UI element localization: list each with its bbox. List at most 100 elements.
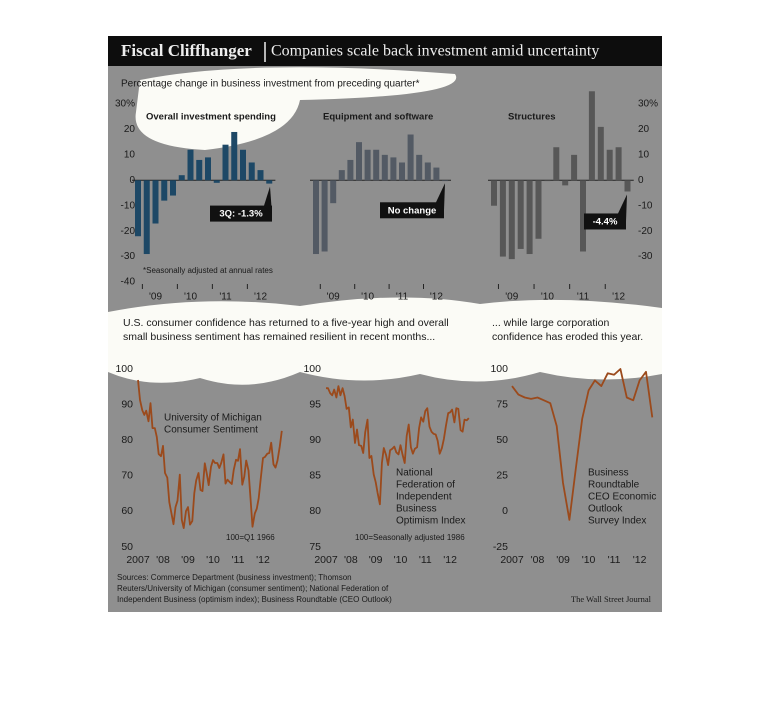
bar (615, 147, 622, 181)
y-tick-label: -30 (121, 251, 136, 262)
annotation-box (380, 202, 444, 219)
intro-left: small business sentiment has remained re… (123, 331, 435, 343)
x-tick-label: '12 (633, 554, 647, 566)
y-tick-label: -30 (638, 251, 653, 262)
y-tick-label: 80 (121, 434, 133, 446)
annotation-pointer (436, 183, 445, 211)
annotation-box (584, 213, 626, 230)
bar (562, 180, 569, 186)
bar (491, 180, 497, 206)
annotation-pointer (618, 194, 627, 222)
top-note: Percentage change in business investment… (121, 79, 420, 90)
y-tick-label: 100 (115, 363, 133, 375)
y-tick-label: 90 (121, 398, 133, 410)
x-tick-label: 2007 (126, 554, 150, 566)
x-tick-label: '10 (541, 292, 554, 303)
series-label: Optimism Index (396, 516, 465, 527)
x-tick-label: '11 (577, 292, 590, 303)
y-tick-label: -10 (121, 200, 136, 211)
series-label: Federation of (396, 480, 455, 491)
x-tick-label: '11 (396, 292, 409, 303)
y-tick-label: 85 (309, 470, 321, 482)
intro-left: U.S. consumer confidence has returned to… (123, 317, 449, 329)
y-tick-label: 0 (129, 175, 135, 186)
bar (606, 149, 613, 181)
x-tick-label: '08 (344, 554, 358, 566)
y-tick-label: 10 (124, 149, 136, 160)
chart-title: Structures (508, 112, 556, 123)
x-tick-label: '10 (184, 292, 197, 303)
bar (178, 175, 185, 181)
y-tick-label: 95 (309, 398, 321, 410)
sources: Reuters/University of Michigan (consumer… (117, 584, 389, 593)
bar (356, 142, 362, 181)
series-label: Consumer Sentiment (164, 425, 258, 436)
x-tick-label: '08 (156, 554, 170, 566)
bar (313, 180, 319, 255)
bar (416, 154, 423, 181)
x-tick-label: '12 (256, 554, 270, 566)
bar (580, 180, 586, 252)
series-label: Roundtable (588, 480, 640, 491)
bar (508, 180, 515, 260)
bar (517, 180, 524, 249)
series-line (137, 379, 283, 529)
bar (248, 162, 255, 181)
y-tick-label: 70 (121, 470, 133, 482)
series-label: Business (396, 504, 437, 515)
y-tick-label: 60 (121, 505, 133, 517)
annotation-pointer (264, 186, 272, 214)
y-tick-label: -20 (121, 226, 136, 237)
fog-top (135, 67, 457, 150)
bar (338, 170, 345, 181)
chart-title: Overall investment spending (146, 112, 276, 123)
x-tick-label: '09 (181, 554, 195, 566)
annotation-box (210, 205, 272, 222)
y-tick-label: -40 (121, 277, 136, 288)
y-tick-label: 30% (638, 99, 658, 110)
series-label: National (396, 468, 433, 479)
series-label: Outlook (588, 504, 623, 515)
x-tick-label: '10 (361, 292, 374, 303)
bar (161, 180, 168, 201)
chart-title: Equipment and software (323, 112, 433, 123)
bar (571, 154, 578, 181)
annotation: No change (388, 205, 437, 216)
x-tick-label: '09 (327, 292, 340, 303)
intro-right: ... while large corporation (492, 317, 609, 329)
footnote: *Seasonally adjusted at annual rates (143, 266, 273, 275)
title-bar (108, 36, 662, 66)
series-line (511, 368, 654, 521)
bar (424, 162, 431, 181)
y-tick-label: 75 (309, 541, 321, 553)
x-tick-label: '12 (254, 292, 267, 303)
y-tick-label: -25 (493, 541, 508, 553)
x-tick-label: '10 (206, 554, 220, 566)
chart-note: 100=Seasonally adjusted 1986 (355, 533, 465, 542)
bar (588, 91, 595, 181)
bar (442, 180, 448, 182)
y-tick-label: 80 (309, 505, 321, 517)
bar (553, 147, 560, 181)
subtitle: Companies scale back investment amid unc… (271, 43, 599, 60)
series-label: Independent (396, 492, 452, 503)
y-tick-label: 100 (303, 363, 321, 375)
y-tick-label: 0 (638, 175, 644, 186)
x-tick-label: 2007 (314, 554, 338, 566)
bar (390, 157, 397, 181)
credit: The Wall Street Journal (571, 594, 652, 604)
bar (240, 149, 246, 181)
y-tick-label: 30% (115, 99, 135, 110)
y-tick-label: -10 (638, 200, 653, 211)
x-tick-label: '11 (419, 554, 432, 566)
y-tick-label: 20 (638, 124, 650, 135)
y-tick-label: 50 (496, 434, 508, 446)
y-tick-label: 0 (502, 505, 508, 517)
x-tick-label: '10 (394, 554, 408, 566)
bar (381, 154, 388, 181)
series-label: Business (588, 468, 629, 479)
annotation: 3Q: -1.3% (219, 209, 263, 220)
bar (407, 134, 414, 181)
bar (135, 180, 141, 237)
